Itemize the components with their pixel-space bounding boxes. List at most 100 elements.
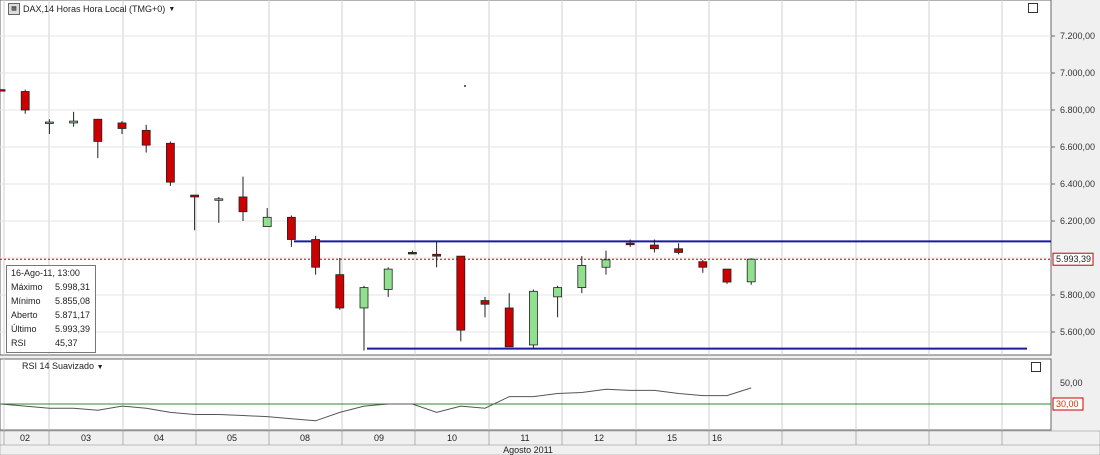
candle-body	[141, 129, 151, 146]
last-price-label: 5.993,39	[1056, 254, 1091, 264]
candle-body	[722, 268, 732, 283]
info-row: RSI 45,37	[11, 338, 78, 348]
chart-title: DAX,14 Horas Hora Local (TMG+0)	[23, 4, 166, 14]
candle[interactable]	[262, 208, 272, 227]
candle[interactable]	[0, 89, 6, 92]
candle[interactable]	[286, 215, 296, 247]
rsi-threshold-label-box	[1052, 397, 1084, 411]
candle[interactable]	[93, 118, 103, 159]
candle[interactable]	[553, 285, 562, 318]
x-tick-label: 12	[594, 433, 604, 443]
x-tick-label: 09	[374, 433, 384, 443]
candle[interactable]	[335, 258, 345, 310]
candle-body	[117, 122, 127, 129]
rsi-title: RSI 14 Suavizado	[22, 361, 95, 371]
candle[interactable]	[311, 235, 321, 275]
candle[interactable]	[20, 89, 30, 114]
candle-body	[650, 244, 659, 250]
candle-body	[20, 91, 30, 111]
candle[interactable]	[190, 194, 200, 231]
maximize-rsi-panel-button[interactable]	[1031, 362, 1041, 372]
candle-body	[165, 142, 175, 183]
candle-body	[238, 196, 248, 213]
candle-body	[383, 268, 393, 290]
candle[interactable]	[359, 285, 369, 351]
candle[interactable]	[165, 141, 175, 186]
candle[interactable]	[674, 243, 683, 255]
info-row: Mínimo 5.855,08	[11, 296, 91, 306]
candle[interactable]	[625, 239, 635, 247]
candle[interactable]	[69, 111, 78, 127]
x-tick-label: 08	[300, 433, 310, 443]
candle-body	[0, 89, 6, 92]
price-tick-label: 6.200,00	[1060, 216, 1095, 226]
info-row: Aberto 5.871,17	[11, 310, 91, 320]
candle[interactable]	[407, 250, 417, 255]
stray-dot	[464, 85, 466, 87]
x-tick-label: 16	[712, 433, 722, 443]
x-tick-label: 11	[520, 433, 529, 443]
rsi-plot-area[interactable]	[0, 358, 1052, 431]
candle-body	[480, 300, 490, 305]
candle-body	[698, 261, 708, 268]
candlestick-chart-icon: ▦	[8, 3, 20, 15]
candle[interactable]	[529, 289, 538, 349]
candle[interactable]	[45, 119, 54, 135]
maximize-price-panel-button[interactable]	[1028, 3, 1038, 13]
info-row: Último 5.993,39	[11, 324, 91, 334]
candle-body	[553, 287, 562, 298]
rsi-threshold-label: 30,00	[1056, 399, 1079, 409]
candle[interactable]	[698, 259, 708, 273]
x-tick-label: 05	[227, 433, 237, 443]
candle-body	[407, 252, 417, 255]
candle-body	[286, 216, 296, 240]
rsi-tick-label: 50,00	[1060, 378, 1083, 388]
candle-body	[529, 290, 538, 346]
candle[interactable]	[601, 250, 611, 275]
price-tick-label: 5.800,00	[1060, 290, 1095, 300]
x-axis-strip	[0, 430, 1100, 455]
candle[interactable]	[650, 239, 659, 253]
rsi-line[interactable]	[0, 387, 752, 422]
candle-body	[69, 120, 78, 124]
candle-body	[577, 264, 587, 288]
candle[interactable]	[432, 241, 442, 268]
candle[interactable]	[504, 293, 514, 348]
candle[interactable]	[480, 296, 490, 318]
candle-body	[504, 307, 514, 348]
chart-header[interactable]: ▦ DAX,14 Horas Hora Local (TMG+0) ▼	[8, 3, 175, 15]
price-tick-label: 7.200,00	[1060, 31, 1095, 41]
candle-body	[359, 287, 369, 309]
candle[interactable]	[238, 176, 248, 221]
candle[interactable]	[456, 255, 466, 342]
x-tick-label: 03	[81, 433, 91, 443]
candle[interactable]	[141, 124, 151, 153]
candle-body	[45, 121, 54, 124]
chevron-down-icon[interactable]: ▼	[168, 5, 176, 13]
candle[interactable]	[214, 196, 224, 223]
candle-body	[93, 118, 103, 142]
price-plot-area[interactable]	[0, 0, 1052, 356]
candle[interactable]	[746, 258, 756, 285]
candle[interactable]	[722, 268, 732, 284]
crosshair-info-box: 16-Ago-11, 13:00 Máximo 5.998,31 Mínimo 5.…	[6, 265, 96, 353]
candle[interactable]	[383, 267, 393, 297]
price-tick-label: 6.400,00	[1060, 179, 1095, 189]
chevron-down-icon[interactable]: ▼	[96, 364, 104, 371]
rsi-header[interactable]: RSI 14 Suavizado ▼	[22, 361, 104, 371]
month-label: Agosto 2011	[503, 445, 553, 455]
price-tick-label: 6.600,00	[1060, 142, 1095, 152]
candle-body	[214, 198, 224, 201]
candle-body	[262, 216, 272, 227]
info-date: 16-Ago-11, 13:00	[11, 268, 80, 278]
price-tick-label: 6.800,00	[1060, 105, 1095, 115]
candle[interactable]	[577, 256, 587, 294]
candle[interactable]	[117, 121, 127, 135]
last-price-label-box	[1052, 252, 1094, 266]
x-tick-label: 10	[447, 433, 457, 443]
candle-body	[456, 255, 466, 331]
x-tick-label: 15	[667, 433, 677, 443]
candle-body	[335, 274, 345, 309]
price-tick-label: 5.600,00	[1060, 327, 1095, 337]
